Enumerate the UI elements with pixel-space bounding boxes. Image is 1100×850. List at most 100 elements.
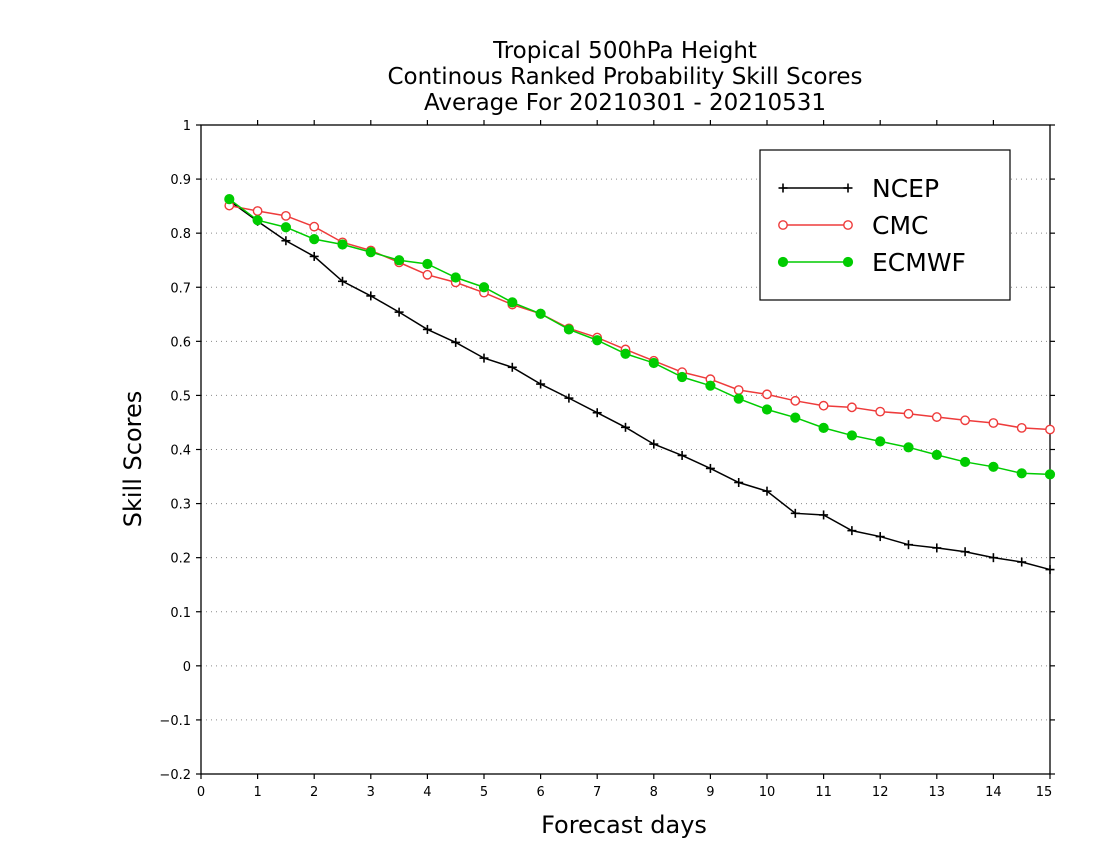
data-point-cmc — [252, 206, 263, 216]
axes: −0.2−0.100.10.20.30.40.50.60.70.80.910 1 2… — [159, 119, 1055, 800]
data-point-ecmwf — [422, 258, 433, 270]
data-point-ecmwf — [988, 461, 999, 472]
data-point-ncep — [1045, 565, 1055, 575]
y-tick-label: 0.3 — [170, 498, 191, 513]
x-tick-label: 14 — [985, 785, 1002, 800]
data-point-ecmwf — [790, 412, 801, 423]
x-tick-label: 0 — [197, 785, 205, 800]
data-point-ecmwf — [733, 393, 744, 404]
legend-marker-cmc — [778, 220, 788, 230]
data-point-ncep — [904, 540, 913, 550]
legend-marker-ecmwf — [842, 256, 854, 268]
data-point-ncep — [451, 337, 461, 347]
x-tick-label: 4 — [423, 785, 431, 800]
x-tick-label: 10 — [759, 785, 776, 800]
data-point-cmc — [280, 210, 291, 221]
data-point-ncep — [422, 324, 432, 334]
data-point-ncep — [762, 486, 772, 496]
legend-label-ncep: NCEP — [872, 174, 939, 203]
x-tick-label: 15 — [1036, 785, 1053, 800]
chart-title-line-2: Continous Ranked Probability Skill Score… — [387, 64, 862, 90]
data-point-ecmwf — [280, 222, 291, 233]
data-point-cmc — [875, 406, 886, 417]
data-point-ecmwf — [818, 422, 829, 433]
legend-label-cmc: CMC — [872, 211, 928, 240]
data-point-cmc — [1045, 424, 1055, 435]
data-point-cmc — [931, 412, 942, 422]
data-point-cmc — [309, 221, 320, 232]
data-point-ncep — [564, 393, 574, 403]
data-point-ecmwf — [648, 357, 659, 369]
x-tick-label: 12 — [872, 785, 889, 800]
data-point-ncep — [932, 543, 942, 553]
data-point-ncep — [988, 553, 998, 563]
x-axis-label: Forecast days — [541, 811, 707, 839]
legend-marker-cmc — [843, 220, 853, 230]
data-point-cmc — [733, 385, 744, 395]
data-point-ecmwf — [365, 246, 376, 258]
data-point-cmc — [818, 400, 829, 411]
y-tick-label: 0.8 — [170, 227, 191, 242]
data-point-cmc — [847, 402, 857, 413]
data-point-ncep — [621, 422, 630, 432]
data-point-ncep — [1017, 557, 1027, 567]
data-point-cmc — [988, 418, 999, 428]
data-point-ncep — [281, 236, 291, 246]
data-point-ncep — [705, 463, 715, 473]
y-tick-label: 0.5 — [170, 389, 191, 404]
data-point-ncep — [394, 307, 404, 317]
data-point-ecmwf — [337, 239, 348, 250]
y-tick-label: 1 — [183, 119, 191, 134]
data-point-ecmwf — [1016, 468, 1027, 479]
data-point-ecmwf — [592, 335, 603, 346]
data-point-ncep — [366, 291, 376, 301]
data-point-ecmwf — [224, 193, 235, 205]
data-point-ecmwf — [931, 449, 942, 461]
y-tick-label: 0.4 — [170, 444, 191, 459]
data-point-ncep — [536, 379, 546, 389]
data-point-ecmwf — [846, 430, 858, 441]
x-tick-label: 6 — [536, 785, 544, 800]
data-point-ecmwf — [620, 348, 631, 359]
y-tick-label: −0.1 — [159, 714, 191, 729]
data-point-ecmwf — [535, 308, 546, 319]
data-point-ecmwf — [507, 297, 518, 308]
data-point-ncep — [734, 477, 744, 487]
data-point-ecmwf — [563, 324, 575, 335]
data-point-ecmwf — [394, 255, 405, 266]
data-point-ecmwf — [761, 404, 773, 415]
chart-title-line-3: Average For 20210301 - 20210531 — [424, 90, 826, 116]
legend-marker-ncep — [778, 183, 788, 193]
y-tick-label: 0.7 — [170, 281, 191, 296]
chart-title-line-1: Tropical 500hPa Height — [492, 38, 757, 64]
data-point-ncep — [507, 362, 517, 372]
x-tick-label: 8 — [650, 785, 658, 800]
data-point-ecmwf — [960, 456, 971, 468]
data-point-ncep — [960, 547, 970, 557]
data-point-ecmwf — [875, 436, 886, 447]
x-tick-label: 11 — [815, 785, 832, 800]
legend: NCEP CMC ECMWF — [759, 149, 1011, 301]
data-point-ecmwf — [309, 234, 320, 245]
x-tick-label: 3 — [367, 785, 375, 800]
data-point-ncep — [847, 526, 857, 536]
series-line-ncep — [228, 200, 1051, 571]
data-point-ncep — [677, 450, 687, 460]
data-point-ncep — [875, 532, 885, 542]
y-tick-label: 0.1 — [170, 606, 191, 621]
data-point-ecmwf — [478, 282, 490, 293]
data-point-ecmwf — [705, 380, 716, 391]
data-point-ncep — [309, 251, 319, 261]
y-axis-label: Skill Scores — [119, 391, 147, 528]
data-point-cmc — [1016, 422, 1027, 433]
x-tick-label: 9 — [706, 785, 714, 800]
data-point-ecmwf — [1044, 469, 1056, 480]
x-tick-label: 5 — [480, 785, 488, 800]
x-tick-label: 7 — [593, 785, 601, 800]
x-tick-label: 1 — [253, 785, 261, 800]
y-tick-label: −0.2 — [159, 768, 191, 783]
data-point-ecmwf — [252, 215, 263, 226]
data-point-ncep — [592, 408, 602, 418]
legend-label-ecmwf: ECMWF — [872, 248, 966, 277]
